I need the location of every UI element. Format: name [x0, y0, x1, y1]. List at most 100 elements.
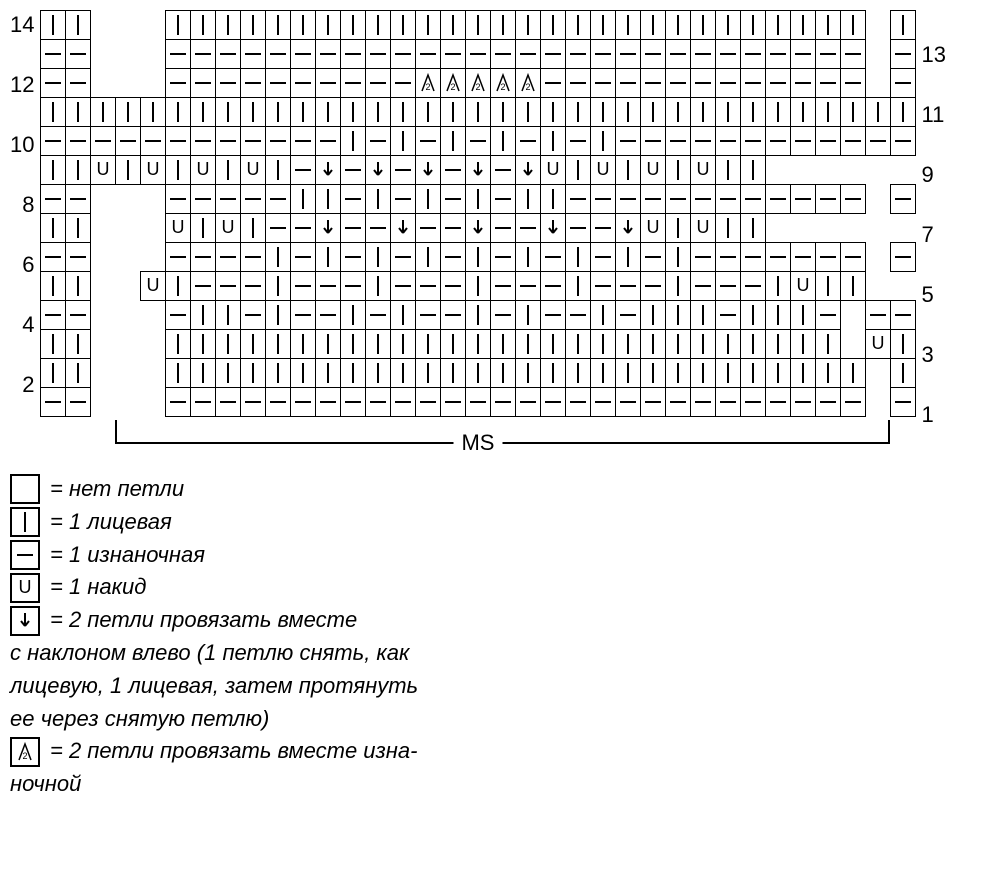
chart-cell	[490, 271, 516, 301]
row-label-right	[915, 310, 945, 340]
chart-cell	[740, 126, 766, 156]
chart-cell	[140, 97, 166, 127]
chart-cell	[765, 155, 791, 185]
chart-cell	[40, 242, 66, 272]
chart-cell	[90, 10, 116, 40]
chart-cell	[490, 358, 516, 388]
chart-cell	[715, 329, 741, 359]
chart-cell	[365, 242, 391, 272]
chart-row	[40, 184, 915, 213]
chart-row	[40, 97, 915, 126]
chart-cell	[890, 358, 916, 388]
chart-cell	[465, 329, 491, 359]
chart-cell	[740, 10, 766, 40]
chart-cell	[690, 10, 716, 40]
chart-cell	[540, 329, 566, 359]
chart-cell	[615, 155, 641, 185]
chart-cell	[490, 10, 516, 40]
chart-cell	[890, 387, 916, 417]
chart-cell	[165, 184, 191, 214]
chart-cell	[415, 184, 441, 214]
chart-cell	[140, 68, 166, 98]
chart-cell	[315, 387, 341, 417]
chart-cell	[465, 184, 491, 214]
chart-cell	[590, 97, 616, 127]
chart-cell	[890, 68, 916, 98]
legend: = нет петли= 1 лицевая= 1 изнаночная= 1 …	[10, 474, 990, 800]
chart-cell	[615, 271, 641, 301]
chart-cell	[90, 242, 116, 272]
chart-cell	[315, 329, 341, 359]
chart-cell	[740, 68, 766, 98]
ms-bracket: MS	[40, 420, 915, 444]
chart-cell	[840, 213, 866, 243]
chart-cell	[390, 300, 416, 330]
svg-text:2: 2	[22, 751, 27, 761]
chart-cell	[115, 242, 141, 272]
legend-text: = 1 изнаночная	[50, 540, 205, 571]
chart-cell	[65, 39, 91, 69]
chart-cell	[490, 126, 516, 156]
chart-cell	[790, 213, 816, 243]
row-label-right	[915, 10, 945, 40]
chart-cell	[240, 387, 266, 417]
chart-cell	[590, 184, 616, 214]
chart-cell	[390, 68, 416, 98]
chart-cell	[690, 97, 716, 127]
row-label-right: 11	[915, 100, 945, 130]
chart-cell	[865, 213, 891, 243]
chart-cell	[815, 213, 841, 243]
chart-cell	[190, 300, 216, 330]
chart-cell	[590, 329, 616, 359]
chart-cell	[415, 213, 441, 243]
chart-cell	[565, 358, 591, 388]
row-label-right: 5	[915, 280, 945, 310]
chart-cell	[565, 10, 591, 40]
chart-cell	[640, 184, 666, 214]
chart-cell	[715, 213, 741, 243]
chart-cell	[240, 126, 266, 156]
chart-cell	[115, 126, 141, 156]
chart-cell	[140, 184, 166, 214]
legend-text: = 1 лицевая	[50, 507, 172, 538]
chart-cell	[315, 126, 341, 156]
chart-cell	[790, 97, 816, 127]
chart-cell	[265, 39, 291, 69]
chart-cell	[340, 329, 366, 359]
chart-cell	[715, 68, 741, 98]
chart-row	[40, 10, 915, 39]
chart-cell	[315, 155, 341, 185]
chart-cell	[690, 329, 716, 359]
chart-cell	[390, 97, 416, 127]
row-label-left	[10, 400, 40, 430]
legend-continuation: с наклоном влево (1 петлю снять, как	[10, 638, 990, 669]
chart-cell	[615, 329, 641, 359]
chart-cell	[315, 300, 341, 330]
chart-cell	[540, 10, 566, 40]
chart-cell	[415, 329, 441, 359]
chart-cell	[440, 155, 466, 185]
chart-cell	[465, 213, 491, 243]
chart-cell	[890, 10, 916, 40]
chart-cell	[865, 68, 891, 98]
legend-symbol: 2	[10, 737, 40, 767]
chart-cell	[315, 271, 341, 301]
chart-cell	[190, 184, 216, 214]
chart-cell	[865, 329, 891, 359]
chart-cell	[165, 97, 191, 127]
chart-cell	[115, 387, 141, 417]
chart-cell	[615, 242, 641, 272]
svg-text:2: 2	[475, 82, 480, 92]
chart-cell	[690, 155, 716, 185]
chart-cell	[340, 68, 366, 98]
chart-grid: 22222	[40, 10, 915, 416]
chart-cell	[890, 39, 916, 69]
chart-cell	[690, 271, 716, 301]
chart-cell	[640, 126, 666, 156]
chart-cell	[265, 97, 291, 127]
chart-cell	[215, 329, 241, 359]
chart-cell	[190, 271, 216, 301]
chart-cell	[40, 68, 66, 98]
chart-cell	[765, 184, 791, 214]
chart-cell	[365, 300, 391, 330]
